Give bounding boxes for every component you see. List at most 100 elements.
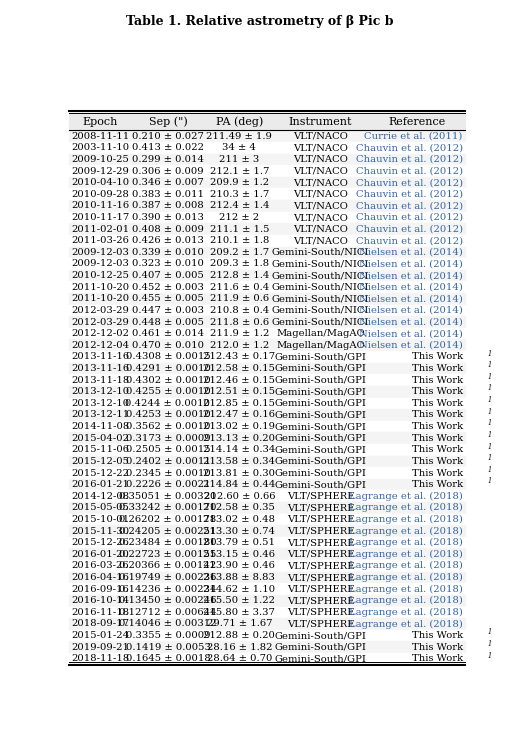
Text: 2018-09-17: 2018-09-17 [71,620,129,628]
Text: Nielsen et al. (2014): Nielsen et al. (2014) [359,340,462,350]
Text: 211.49 ± 1.9: 211.49 ± 1.9 [207,132,272,141]
Bar [69,154,465,165]
Text: Gemini-South/GPI: Gemini-South/GPI [275,446,366,454]
Text: Lagrange et al. (2018): Lagrange et al. (2018) [349,596,462,605]
Text: This Work: This Work [412,446,462,454]
Bar [69,548,465,560]
Text: 0.413 ± 0.022: 0.413 ± 0.022 [132,143,204,152]
Text: Lagrange et al. (2018): Lagrange et al. (2018) [349,550,462,559]
Text: 0.22723 ± 0.00155: 0.22723 ± 0.00155 [119,550,216,559]
Text: 213.13 ± 0.20: 213.13 ± 0.20 [203,433,275,442]
Text: 2009-12-03: 2009-12-03 [71,260,129,268]
Bar [69,490,465,502]
Text: 2011-02-01: 2011-02-01 [71,225,129,234]
Text: 212.85 ± 0.15: 212.85 ± 0.15 [203,399,275,408]
Text: 0.4253 ± 0.0010: 0.4253 ± 0.0010 [126,410,210,419]
Bar [69,398,465,410]
Text: This Work: This Work [412,422,462,431]
Text: 0.1645 ± 0.0018: 0.1645 ± 0.0018 [126,654,210,663]
Text: 2014-12-08: 2014-12-08 [71,492,129,501]
Text: Lagrange et al. (2018): Lagrange et al. (2018) [349,538,462,548]
Text: 212.0 ± 1.2: 212.0 ± 1.2 [210,340,269,350]
Text: 210.3 ± 1.7: 210.3 ± 1.7 [210,190,269,199]
Text: This Work: This Work [412,469,462,478]
Text: 0.20366 ± 0.00142: 0.20366 ± 0.00142 [119,562,216,571]
Text: 214.84 ± 0.44: 214.84 ± 0.44 [203,480,276,489]
Bar [69,351,465,363]
Text: 2010-11-17: 2010-11-17 [71,213,130,222]
Bar [69,607,465,618]
Bar [69,247,465,258]
Text: Magellan/MagAO: Magellan/MagAO [276,340,365,350]
Text: Chauvin et al. (2012): Chauvin et al. (2012) [356,202,462,211]
Text: Gemini-South/NICI: Gemini-South/NICI [272,248,369,256]
Bar [69,467,465,478]
Text: 214.62 ± 1.10: 214.62 ± 1.10 [203,585,275,594]
Bar [69,200,465,211]
Text: 212.58 ± 0.15: 212.58 ± 0.15 [203,364,275,373]
Text: 28.16 ± 1.82: 28.16 ± 1.82 [207,643,272,652]
Text: 1: 1 [488,477,491,485]
Text: Chauvin et al. (2012): Chauvin et al. (2012) [356,190,462,199]
Text: Gemini-South/NICI: Gemini-South/NICI [272,260,369,268]
Text: Chauvin et al. (2012): Chauvin et al. (2012) [356,166,462,176]
Text: 0.383 ± 0.011: 0.383 ± 0.011 [132,190,204,199]
Text: VLT/NACO: VLT/NACO [293,202,348,211]
Text: VLT/SPHERE: VLT/SPHERE [286,620,354,628]
Text: 2008-11-11: 2008-11-11 [71,132,130,141]
Text: 28.64 ± 0.70: 28.64 ± 0.70 [207,654,272,663]
Text: 210.8 ± 0.4: 210.8 ± 0.4 [210,306,269,315]
Bar [69,641,465,653]
Text: 212.4 ± 1.4: 212.4 ± 1.4 [210,202,269,211]
Text: PA (deg): PA (deg) [215,116,263,127]
Text: 2010-11-16: 2010-11-16 [71,202,129,211]
Text: 212.60 ± 0.66: 212.60 ± 0.66 [203,492,275,501]
Bar [69,386,465,398]
Text: 212.43 ± 0.17: 212.43 ± 0.17 [203,352,275,362]
Text: This Work: This Work [412,387,462,396]
Text: 0.452 ± 0.003: 0.452 ± 0.003 [132,283,204,292]
Text: 211.9 ± 1.2: 211.9 ± 1.2 [210,329,269,338]
Bar [69,224,465,235]
Text: This Work: This Work [412,364,462,373]
Text: 1: 1 [488,362,491,369]
Text: 0.2505 ± 0.0015: 0.2505 ± 0.0015 [126,446,210,454]
Text: 2013-11-16: 2013-11-16 [71,352,129,362]
Text: Gemini-South/GPI: Gemini-South/GPI [275,480,366,489]
Text: Chauvin et al. (2012): Chauvin et al. (2012) [356,213,462,222]
Text: 212.47 ± 0.16: 212.47 ± 0.16 [203,410,275,419]
Text: 212 ± 2: 212 ± 2 [219,213,260,222]
Text: 213.15 ± 0.46: 213.15 ± 0.46 [203,550,275,559]
Text: 2015-10-01: 2015-10-01 [71,515,129,524]
Text: Nielsen et al. (2014): Nielsen et al. (2014) [359,294,462,303]
Text: 2015-01-24: 2015-01-24 [71,631,129,640]
Text: 213.79 ± 0.51: 213.79 ± 0.51 [203,538,275,548]
Text: 0.4308 ± 0.0015: 0.4308 ± 0.0015 [126,352,210,362]
Text: VLT/NACO: VLT/NACO [293,132,348,141]
Text: Lagrange et al. (2018): Lagrange et al. (2018) [349,526,462,536]
Text: 0.323 ± 0.010: 0.323 ± 0.010 [132,260,204,268]
Bar [69,421,465,432]
Text: Gemini-South/GPI: Gemini-South/GPI [275,631,366,640]
Text: 1: 1 [488,396,491,404]
Text: 0.447 ± 0.003: 0.447 ± 0.003 [132,306,204,315]
Text: This Work: This Work [412,457,462,466]
Text: Nielsen et al. (2014): Nielsen et al. (2014) [359,271,462,280]
Bar [69,270,465,281]
Text: Gemini-South/GPI: Gemini-South/GPI [275,352,366,362]
Text: 2015-12-05: 2015-12-05 [71,457,129,466]
Text: 209.3 ± 1.8: 209.3 ± 1.8 [210,260,269,268]
Text: 2011-10-20: 2011-10-20 [71,294,129,303]
Text: Lagrange et al. (2018): Lagrange et al. (2018) [349,620,462,628]
Text: This Work: This Work [412,433,462,442]
Text: 2015-11-30: 2015-11-30 [71,526,129,536]
Text: Gemini-South/GPI: Gemini-South/GPI [275,410,366,419]
Text: Reference: Reference [388,117,445,127]
Text: 0.4291 ± 0.0010: 0.4291 ± 0.0010 [126,364,210,373]
Text: 2019-09-21: 2019-09-21 [71,643,129,652]
Text: 0.408 ± 0.009: 0.408 ± 0.009 [132,225,204,234]
Text: 1: 1 [488,385,491,392]
Text: 0.346 ± 0.007: 0.346 ± 0.007 [132,178,204,188]
Text: 2012-12-04: 2012-12-04 [71,340,129,350]
Text: 213.88 ± 8.83: 213.88 ± 8.83 [203,573,275,582]
